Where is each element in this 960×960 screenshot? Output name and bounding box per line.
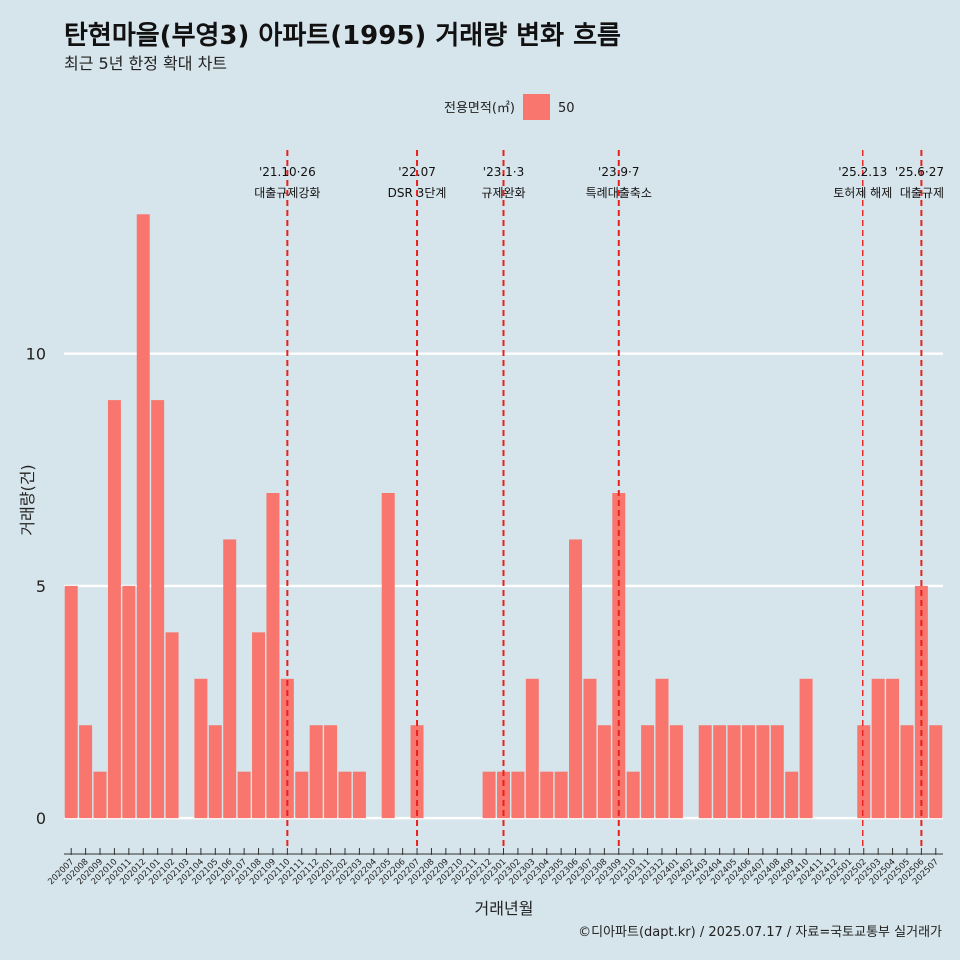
x-axis-label: 거래년월 — [475, 899, 534, 918]
bar-202302 — [511, 771, 525, 819]
event-label: 특례대출축소 — [586, 186, 652, 200]
bar-202104 — [194, 678, 208, 819]
y-tick-label: 10 — [26, 345, 46, 364]
bar-202409 — [785, 771, 799, 819]
event-date: '22.07 — [398, 165, 436, 179]
y-tick-label: 0 — [36, 809, 46, 828]
event-markers: '21.10·26 대출규제강화 '22.07 DSR 3단계 '23.1·3 규제완화 '… — [254, 150, 944, 848]
legend: 전용면적(㎡) 50 — [444, 94, 575, 120]
chart-title: 탄현마을(부영3) 아파트(1995) 거래량 변화 흐름 — [64, 21, 621, 51]
bars — [64, 214, 943, 819]
bar-202109 — [266, 493, 280, 819]
event-label: 규제완화 — [481, 186, 525, 200]
legend-title: 전용면적(㎡) — [444, 101, 515, 116]
y-axis: 0 5 10 — [26, 345, 46, 828]
bar-202502 — [857, 725, 871, 819]
x-axis: 2020072020082020092020102020112020122021… — [46, 848, 943, 887]
legend-item-label: 50 — [558, 101, 575, 116]
bar-202201 — [324, 725, 338, 819]
bar-202503 — [871, 678, 885, 819]
bar-202405 — [727, 725, 741, 819]
event-label: DSR 3단계 — [388, 186, 447, 200]
event-date: '21.10·26 — [259, 165, 316, 179]
bar-202505 — [900, 725, 914, 819]
event-date: '25.2.13 — [838, 165, 887, 179]
legend-swatch — [523, 94, 550, 120]
bar-202107 — [237, 771, 251, 819]
bar-202110 — [280, 678, 294, 819]
bar-202212 — [482, 771, 496, 819]
bar-202008 — [79, 725, 93, 819]
bar-202012 — [136, 214, 150, 819]
event-label: 대출규제강화 — [254, 186, 320, 200]
bar-202106 — [223, 539, 237, 819]
bar-202408 — [770, 725, 784, 819]
bar-202009 — [93, 771, 107, 819]
bar-202205 — [381, 493, 395, 819]
bar-202303 — [525, 678, 539, 819]
bar-202102 — [165, 632, 179, 819]
bar-202105 — [208, 725, 222, 819]
bar-202307 — [583, 678, 597, 819]
event-date: '23.9·7 — [598, 165, 639, 179]
y-tick-label: 5 — [36, 577, 46, 596]
bar-202407 — [756, 725, 770, 819]
bar-202312 — [655, 678, 669, 819]
y-axis-label: 거래량(건) — [18, 464, 37, 535]
chart-subtitle: 최근 5년 한정 확대 차트 — [64, 54, 227, 73]
event-date: '23.1·3 — [483, 165, 524, 179]
bar-202011 — [122, 585, 136, 819]
bar-202305 — [554, 771, 568, 819]
bar-202410 — [799, 678, 813, 819]
bar-202304 — [540, 771, 554, 819]
bar-202507 — [929, 725, 943, 819]
event-date: '25.6·27 — [895, 165, 944, 179]
bar-202403 — [698, 725, 712, 819]
bar-202406 — [741, 725, 755, 819]
bar-202010 — [107, 400, 121, 819]
bar-202311 — [641, 725, 655, 819]
bar-202203 — [352, 771, 366, 819]
bar-202504 — [886, 678, 900, 819]
bar-202108 — [252, 632, 266, 819]
event-label: 토허제 해제 — [833, 186, 892, 200]
event-label: 대출규제 — [900, 186, 944, 200]
bar-202202 — [338, 771, 352, 819]
bar-202404 — [713, 725, 727, 819]
bar-202007 — [64, 585, 78, 819]
bar-202111 — [295, 771, 309, 819]
caption: ©디아파트(dapt.kr) / 2025.07.17 / 자료=국토교통부 실… — [578, 925, 942, 940]
bar-202306 — [569, 539, 583, 819]
bar-202401 — [669, 725, 683, 819]
bar-202112 — [309, 725, 323, 819]
bar-202101 — [151, 400, 165, 819]
bar-202308 — [597, 725, 611, 819]
bar-202310 — [626, 771, 640, 819]
